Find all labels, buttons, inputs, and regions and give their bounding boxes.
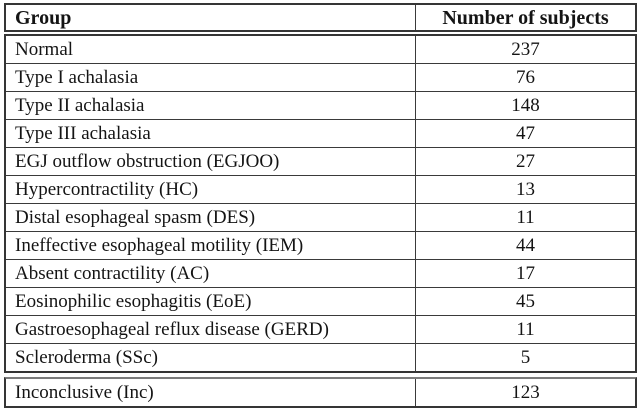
table-row: Absent contractility (AC) 17: [6, 259, 635, 287]
count-cell: 11: [516, 207, 535, 228]
group-cell: Type II achalasia: [6, 92, 416, 119]
table-row: Inconclusive (Inc) 123: [6, 379, 635, 406]
table-row: Distal esophageal spasm (DES) 11: [6, 203, 635, 231]
table-row: Scleroderma (SSc) 5: [6, 343, 635, 371]
count-cell: 45: [516, 291, 535, 312]
table-row: Normal 237: [6, 36, 635, 63]
count-cell: 148: [511, 95, 540, 116]
count-cell: 11: [516, 319, 535, 340]
subjects-table: Group Number of subjects Normal 237 Type…: [4, 3, 637, 408]
table-footer-section: Inconclusive (Inc) 123: [4, 377, 637, 408]
table-body-section: Normal 237 Type I achalasia 76 Type II a…: [4, 34, 637, 373]
header-group: Group: [6, 5, 416, 30]
table-row: Type II achalasia 148: [6, 91, 635, 119]
group-cell: EGJ outflow obstruction (EGJOO): [6, 148, 416, 175]
table-row: Eosinophilic esophagitis (EoE) 45: [6, 287, 635, 315]
group-cell: Gastroesophageal reflux disease (GERD): [6, 316, 416, 343]
group-cell: Normal: [6, 36, 416, 63]
group-cell: Hypercontractility (HC): [6, 176, 416, 203]
header-number-of-subjects: Number of subjects: [442, 6, 609, 29]
group-cell: Absent contractility (AC): [6, 260, 416, 287]
count-cell: 13: [516, 179, 535, 200]
count-cell: 44: [516, 235, 535, 256]
table-row: Type III achalasia 47: [6, 119, 635, 147]
table-header-row: Group Number of subjects: [6, 5, 635, 30]
group-cell: Type I achalasia: [6, 64, 416, 91]
group-cell: Scleroderma (SSc): [6, 344, 416, 371]
count-cell: 17: [516, 263, 535, 284]
count-cell: 237: [511, 39, 540, 60]
group-cell: Inconclusive (Inc): [6, 379, 416, 406]
table-row: Gastroesophageal reflux disease (GERD) 1…: [6, 315, 635, 343]
count-cell: 27: [516, 151, 535, 172]
group-cell: Type III achalasia: [6, 120, 416, 147]
table-header-section: Group Number of subjects: [4, 3, 637, 32]
table-row: Hypercontractility (HC) 13: [6, 175, 635, 203]
group-cell: Eosinophilic esophagitis (EoE): [6, 288, 416, 315]
group-cell: Distal esophageal spasm (DES): [6, 204, 416, 231]
count-cell: 5: [520, 347, 531, 368]
count-cell: 123: [511, 382, 540, 403]
table-row: Ineffective esophageal motility (IEM) 44: [6, 231, 635, 259]
table-row: Type I achalasia 76: [6, 63, 635, 91]
table-row: EGJ outflow obstruction (EGJOO) 27: [6, 147, 635, 175]
count-cell: 76: [516, 67, 535, 88]
group-cell: Ineffective esophageal motility (IEM): [6, 232, 416, 259]
count-cell: 47: [516, 123, 535, 144]
